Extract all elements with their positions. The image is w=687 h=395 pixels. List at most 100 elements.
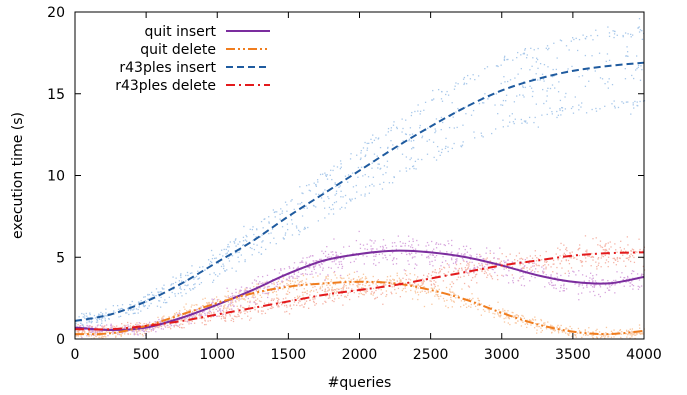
scatter-point [578,76,580,78]
scatter-point [222,310,224,312]
scatter-point [266,280,268,283]
scatter-point [547,264,550,266]
scatter-point [123,324,125,327]
scatter-point [342,196,344,198]
scatter-point [322,267,324,269]
scatter-point [235,270,237,272]
scatter-point [297,302,300,304]
scatter-point [537,325,539,328]
scatter-point [450,291,452,293]
scatter-point [348,280,350,282]
scatter-point [298,299,300,302]
scatter-point [244,299,246,301]
scatter-point [168,322,170,324]
scatter-point [364,173,366,176]
scatter-point [421,136,423,139]
scatter-point [543,102,545,105]
scatter-point [627,277,629,279]
scatter-point [368,192,370,194]
x-tick-label: 2000 [342,347,378,363]
scatter-point [595,284,597,286]
scatter-point [335,255,337,257]
scatter-point [135,329,137,332]
scatter-point [287,279,289,282]
scatter-point [543,271,545,273]
scatter-point [602,335,605,337]
scatter-point [462,78,465,80]
scatter-point [136,331,138,333]
scatter-point [224,270,226,272]
scatter-point [364,155,366,158]
scatter-point [619,282,621,284]
scatter-point [630,272,633,275]
scatter-point [81,323,83,326]
scatter-point [520,118,522,121]
scatter-point [236,251,238,254]
scatter-point [477,304,479,306]
scatter-point [324,288,327,290]
scatter-point [451,281,453,283]
scatter-point [454,85,456,87]
scatter-point [97,315,100,317]
scatter-point [298,281,301,283]
scatter-point [277,301,279,304]
scatter-point [607,81,609,83]
scatter-point [309,190,312,192]
scatter-point [503,268,505,270]
scatter-point [341,277,343,280]
scatter-point [438,272,440,274]
scatter-point [565,247,568,249]
scatter-point [184,318,186,320]
scatter-point [325,277,327,279]
scatter-point [587,331,589,333]
scatter-point [357,166,360,169]
scatter-point [631,332,633,334]
scatter-point [164,299,166,301]
scatter-point [559,99,562,102]
scatter-point [352,283,354,286]
scatter-point [302,283,305,285]
scatter-point [426,256,428,258]
scatter-point [471,261,473,264]
scatter-point [608,289,610,291]
scatter-point [517,51,519,54]
scatter-point [486,276,488,279]
scatter-point [631,34,634,36]
scatter-point [286,204,288,206]
scatter-point [464,254,466,256]
scatter-point [219,309,221,311]
scatter-point [334,183,336,185]
scatter-point [340,294,343,297]
scatter-point [148,293,151,296]
scatter-point [595,237,597,239]
scatter-point [589,291,591,293]
scatter-point [283,305,286,307]
scatter-point [433,248,435,250]
scatter-point [264,286,266,288]
scatter-point [435,281,437,283]
scatter-point [251,254,253,256]
scatter-point [299,300,301,303]
scatter-point [327,297,330,299]
scatter-point [278,306,280,308]
scatter-point [570,267,573,269]
scatter-point [237,313,239,316]
scatter-point [604,291,606,294]
scatter-point [530,275,533,278]
scatter-point [426,275,429,277]
scatter-point [371,141,373,144]
scatter-point [435,159,438,161]
scatter-point [185,274,187,277]
scatter-point [326,178,329,180]
scatter-point [431,271,434,273]
scatter-point [335,263,337,265]
scatter-point [423,280,425,283]
scatter-point [296,267,298,270]
scatter-point [330,280,332,283]
scatter-point [224,317,226,319]
scatter-point [507,322,509,324]
scatter-point [313,301,315,304]
scatter-point [100,311,102,314]
scatter-point [470,256,472,258]
scatter-point [633,77,635,80]
